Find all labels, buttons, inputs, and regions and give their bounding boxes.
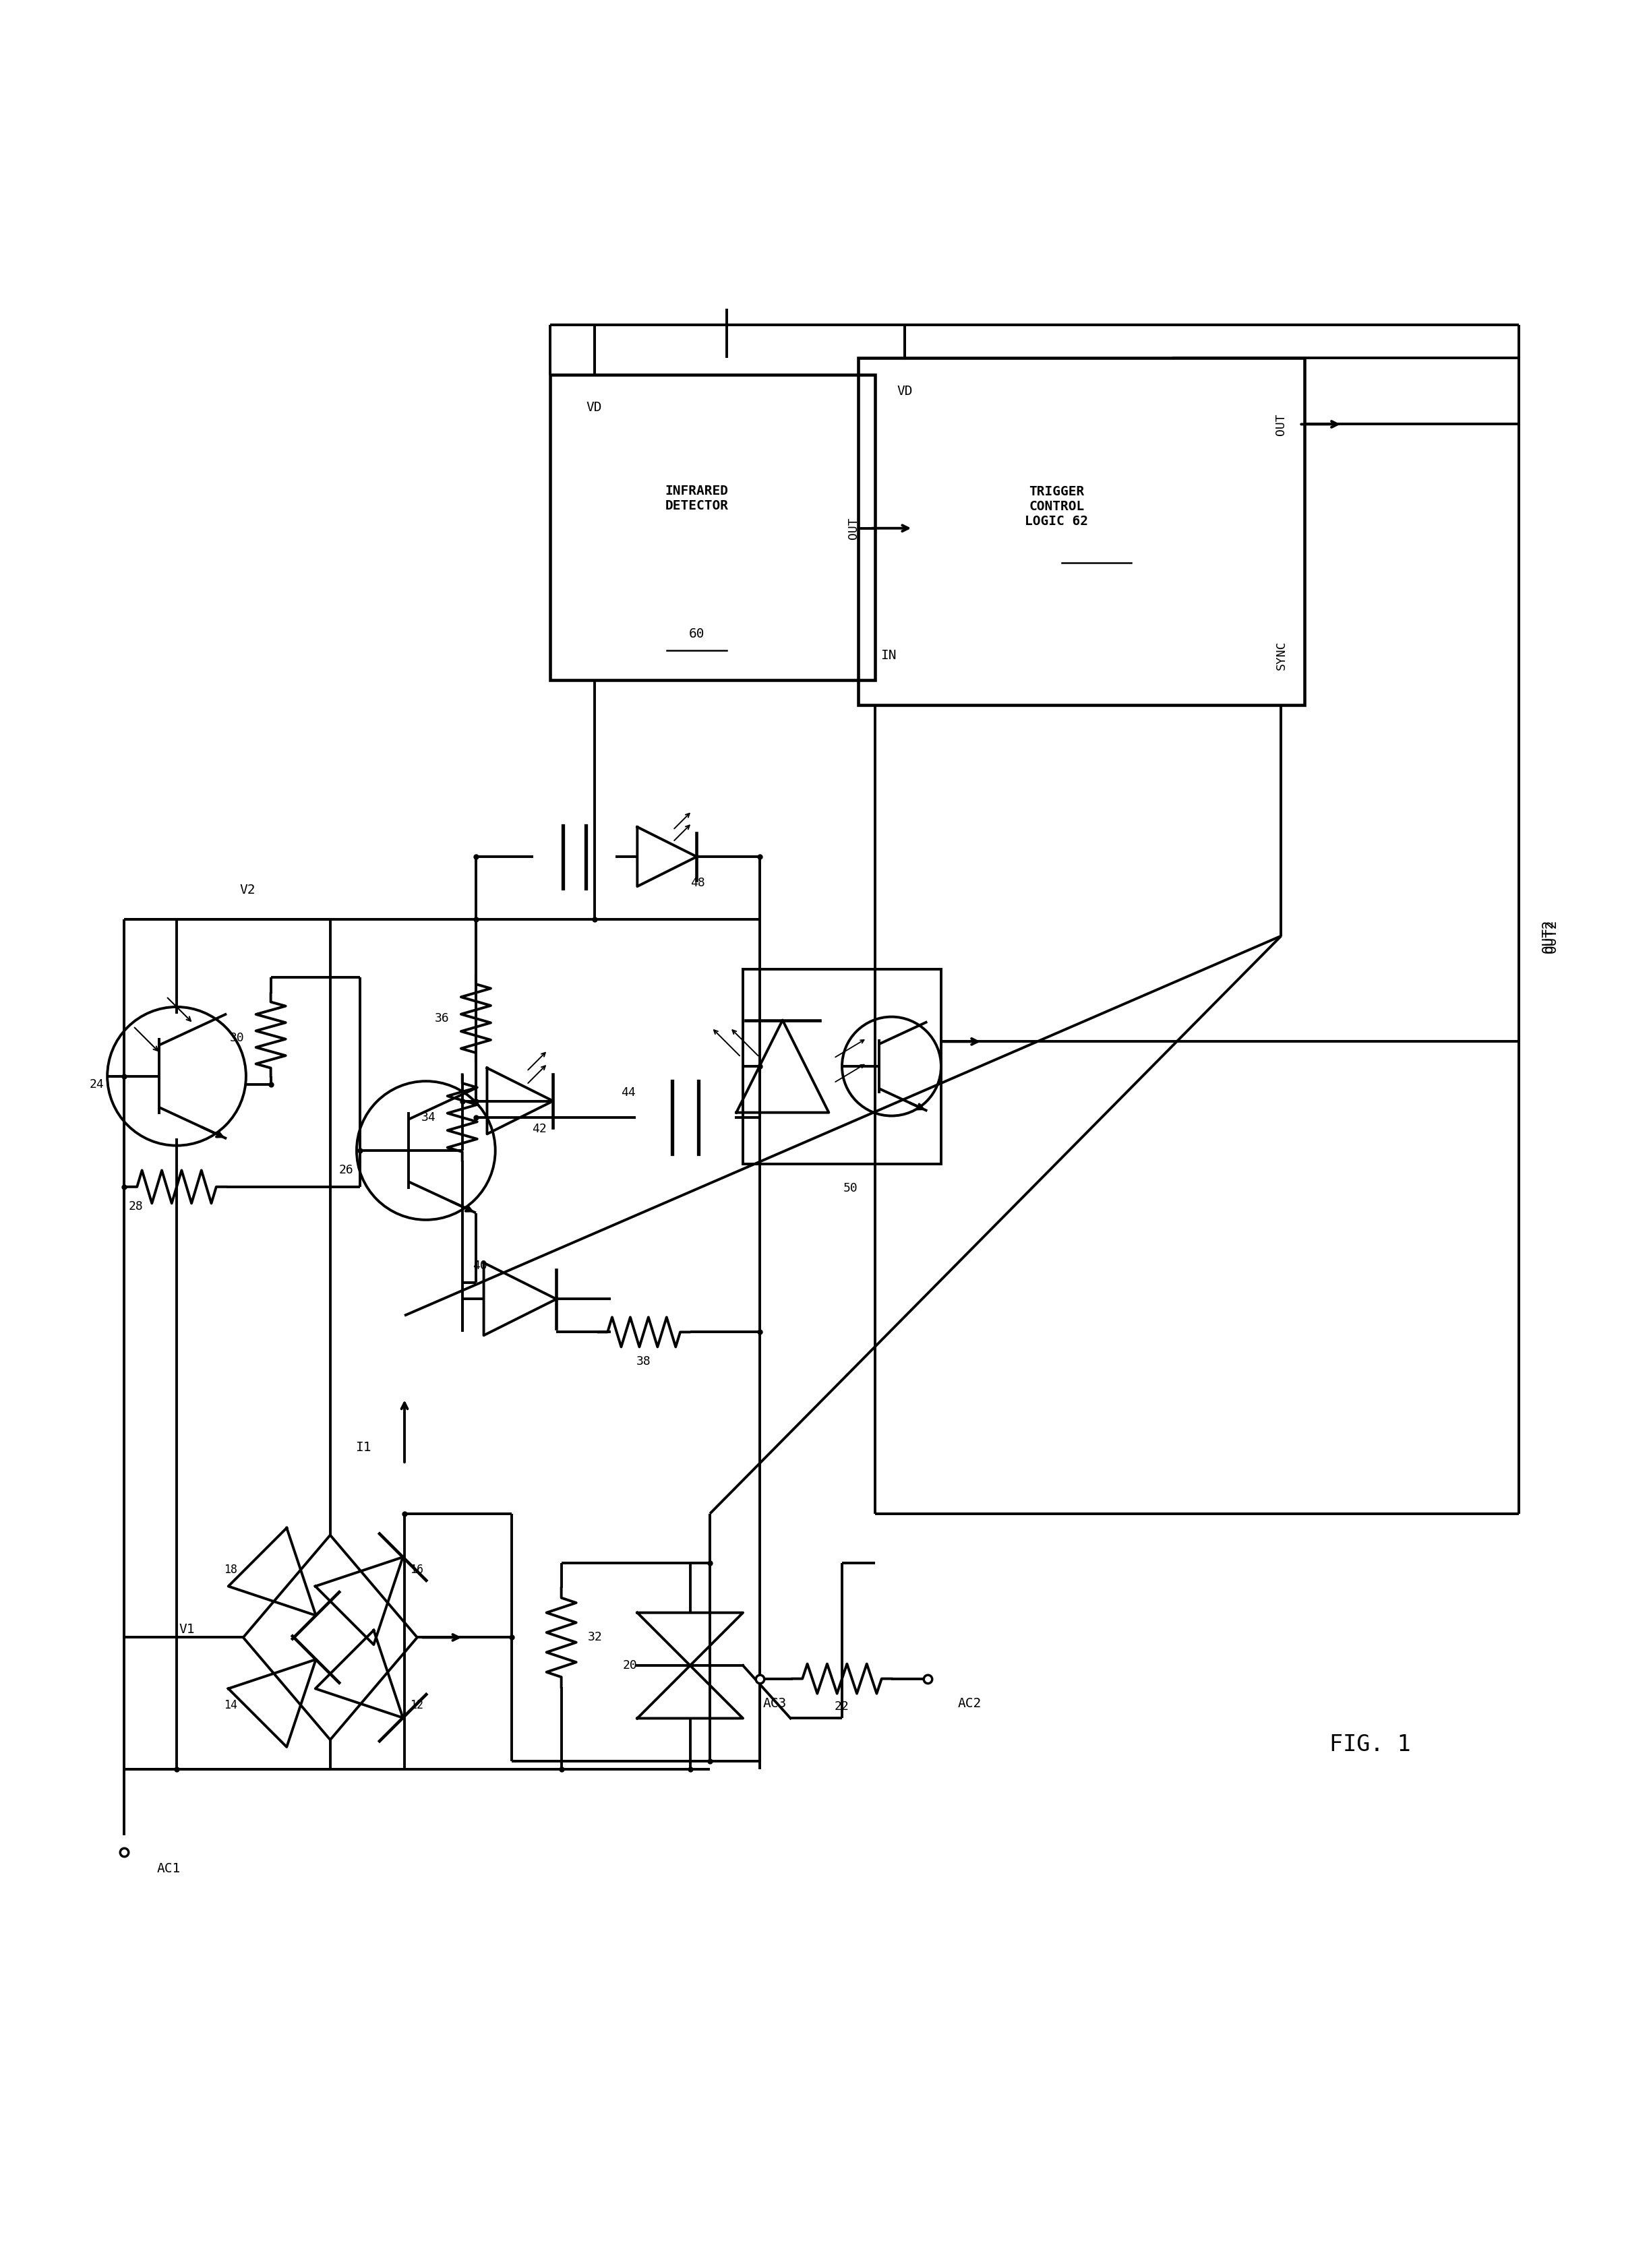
Text: 60: 60 — [688, 628, 705, 640]
Text: 40: 40 — [472, 1261, 487, 1272]
Text: OUT2: OUT2 — [1545, 919, 1559, 953]
Text: 48: 48 — [690, 878, 705, 889]
Text: AC3: AC3 — [763, 1696, 786, 1710]
Text: 16: 16 — [409, 1563, 424, 1576]
Bar — [550, 374, 875, 680]
Text: 50: 50 — [844, 1182, 857, 1195]
Text: SYNC: SYNC — [1275, 640, 1288, 669]
Text: V2: V2 — [239, 882, 256, 896]
Text: I1: I1 — [355, 1440, 371, 1454]
Bar — [859, 358, 1304, 705]
Text: 24: 24 — [89, 1077, 104, 1091]
Text: AC1: AC1 — [157, 1862, 180, 1876]
Text: VD: VD — [586, 401, 603, 415]
Text: AC2: AC2 — [958, 1696, 981, 1710]
Text: 18: 18 — [223, 1563, 238, 1576]
Text: 44: 44 — [621, 1086, 636, 1098]
Text: 22: 22 — [835, 1701, 849, 1712]
Text: 12: 12 — [409, 1699, 424, 1710]
Text: OUT: OUT — [1275, 413, 1288, 435]
Text: VD: VD — [896, 386, 913, 397]
Text: 30: 30 — [229, 1032, 244, 1043]
Text: IN: IN — [880, 649, 896, 662]
Text: 36: 36 — [434, 1012, 449, 1025]
Text: 14: 14 — [223, 1699, 238, 1710]
Text: 20: 20 — [622, 1660, 637, 1672]
Bar — [743, 968, 941, 1163]
Text: 42: 42 — [532, 1123, 546, 1134]
Text: 34: 34 — [421, 1111, 436, 1123]
Text: OUT2: OUT2 — [1542, 919, 1555, 953]
Text: 32: 32 — [588, 1631, 603, 1644]
Text: 28: 28 — [129, 1200, 144, 1213]
Text: TRIGGER
CONTROL
LOGIC 62: TRIGGER CONTROL LOGIC 62 — [1025, 485, 1088, 528]
Text: OUT: OUT — [847, 517, 860, 540]
Text: INFRARED
DETECTOR: INFRARED DETECTOR — [665, 485, 728, 513]
Text: 26: 26 — [338, 1163, 353, 1177]
Text: FIG. 1: FIG. 1 — [1329, 1733, 1412, 1755]
Text: 38: 38 — [637, 1356, 650, 1368]
Text: V1: V1 — [178, 1624, 195, 1635]
